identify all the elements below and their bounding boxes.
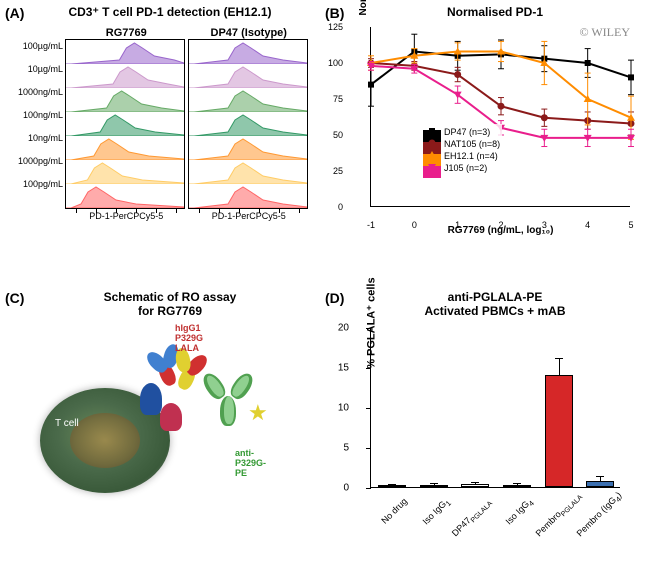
tim3-receptor — [140, 383, 162, 415]
pe-star-icon: ★ — [248, 400, 268, 426]
col2-title: DP47 (Isotype) — [188, 27, 311, 39]
panel-c: (C) Schematic of RO assay for RG7769 T c… — [10, 290, 310, 560]
histogram-stack-1 — [65, 39, 185, 209]
legend-item: EH12.1 (n=4) — [423, 150, 500, 162]
conc-label: 100ng/mL — [15, 104, 63, 127]
histo-row — [66, 160, 184, 184]
chart-svg — [371, 27, 631, 207]
conc-label: 1000ng/mL — [15, 81, 63, 104]
bar-label: Pembro (IgG4) — [575, 496, 619, 540]
conc-label: 100µg/mL — [15, 35, 63, 58]
conc-label: 1000pg/mL — [15, 150, 63, 173]
col1-title: RG7769 — [65, 27, 188, 39]
bar-label: Iso IgG1 — [408, 496, 452, 540]
ylabel-d: % PGLALA⁺ cells — [365, 277, 378, 368]
histo-row — [66, 64, 184, 88]
bar-label: Iso IgG4 — [491, 496, 535, 540]
xaxis-a1: PD-1-PerCPCy5-5 — [65, 211, 188, 221]
panel-b-title: Normalised PD-1 — [350, 5, 640, 19]
histo-row — [66, 40, 184, 64]
histogram-stack-2 — [188, 39, 308, 209]
schematic-diagram: T cell ★ hIgG1 P329G LALA anti- P329G- P… — [10, 328, 290, 528]
bar-label: No drug — [366, 496, 408, 538]
histo-col-rg7769: RG7769 100µg/mL10µg/mL1000ng/mL100ng/mL1… — [65, 27, 188, 221]
histo-row — [189, 160, 307, 184]
histo-row — [189, 88, 307, 112]
conc-label: 100pg/mL — [15, 173, 63, 196]
conc-label: 10ng/mL — [15, 127, 63, 150]
concentration-labels: 100µg/mL10µg/mL1000ng/mL100ng/mL10ng/mL1… — [15, 35, 63, 196]
legend-item: DP47 (n=3) — [423, 126, 500, 138]
histo-col-dp47: DP47 (Isotype) PD-1-PerCPCy5-5 — [188, 27, 311, 221]
legend-item: J105 (n=2) — [423, 162, 500, 174]
anti-p329g-label: anti- P329G- PE — [235, 448, 266, 478]
legend-b: DP47 (n=3) NAT105 (n=8) EH12.1 (n=4) J10… — [421, 124, 502, 176]
panel-a-label: (A) — [5, 5, 24, 21]
histo-row — [189, 64, 307, 88]
histo-row — [189, 136, 307, 160]
panel-b: (B) Normalised PD-1 © WILEY Normalised m… — [330, 5, 640, 265]
panel-c-label: (C) — [5, 290, 24, 306]
bar — [545, 375, 573, 487]
conc-label: 10µg/mL — [15, 58, 63, 81]
panel-c-title: Schematic of RO assay for RG7769 — [30, 290, 310, 318]
xaxis-a2: PD-1-PerCPCy5-5 — [188, 211, 311, 221]
histo-row — [66, 112, 184, 136]
t-cell-label: T cell — [55, 418, 79, 429]
higg1-label: hIgG1 P329G LALA — [175, 323, 203, 353]
histo-row — [66, 88, 184, 112]
legend-item: NAT105 (n=8) — [423, 138, 500, 150]
histo-row — [189, 112, 307, 136]
panel-a: (A) CD3⁺ T cell PD-1 detection (EH12.1) … — [10, 5, 310, 265]
bar-label: DP47PGLALA — [450, 496, 494, 540]
panel-a-title: CD3⁺ T cell PD-1 detection (EH12.1) — [30, 5, 310, 19]
panel-d: (D) anti-PGLALA-PE Activated PBMCs + mAB… — [330, 290, 640, 560]
histo-row — [66, 136, 184, 160]
bar-label: PembroPGLALA — [533, 496, 577, 540]
bar-chart-d: % PGLALA⁺ cells 05101520 No drugIso IgG1… — [370, 328, 620, 488]
t-cell-nucleus — [70, 413, 140, 468]
panel-d-label: (D) — [325, 290, 344, 306]
pd1-receptor — [160, 403, 182, 431]
panel-d-title: anti-PGLALA-PE Activated PBMCs + mAB — [350, 290, 640, 318]
panel-b-label: (B) — [325, 5, 344, 21]
histo-row — [189, 40, 307, 64]
dose-response-chart: Normalised max. MFI (-FMO)Total T cells … — [370, 27, 630, 207]
